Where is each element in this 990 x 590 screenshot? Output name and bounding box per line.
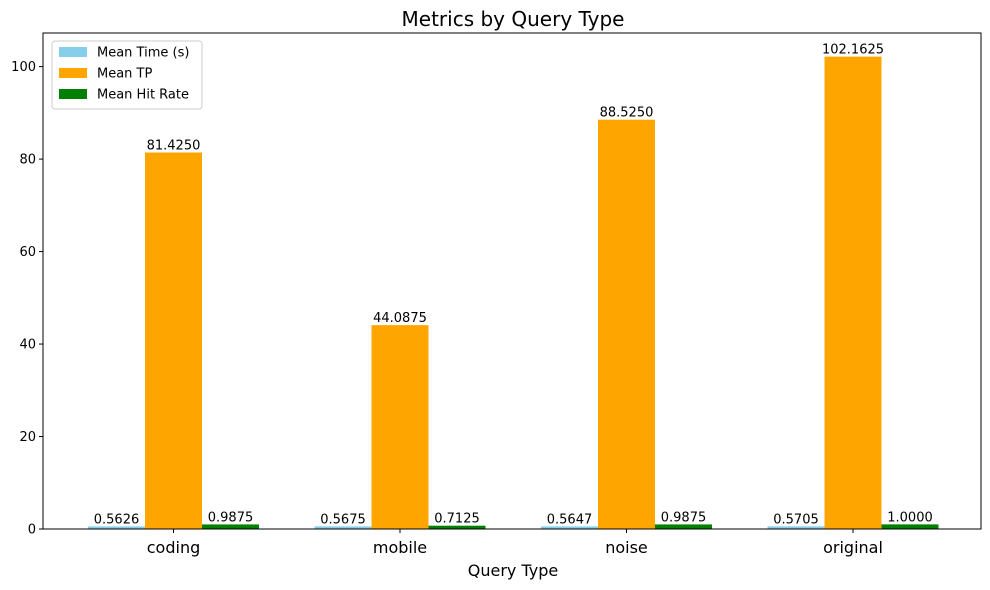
bar-mean-tp-noise — [598, 119, 655, 529]
legend-label-mean-time-s: Mean Time (s) — [97, 46, 189, 61]
bar-mean-time-s-original — [767, 526, 825, 529]
x-tick-label-coding: coding — [147, 538, 200, 557]
value-labels-layer: 0.5626 0.5675 0.5647 0.5705 81.4250 44.0875 88… — [94, 43, 933, 528]
data-label-mean-hit-rate-original: 1.0000 — [887, 510, 933, 525]
x-tick-label-mobile: mobile — [373, 538, 427, 557]
data-label-mean-hit-rate-noise: 0.9875 — [661, 510, 707, 525]
bar-mean-tp-original — [824, 56, 882, 529]
bar-mean-hit-rate-coding — [202, 524, 259, 529]
y-tick-label: 100 — [11, 60, 36, 75]
y-tick-label: 80 — [19, 153, 36, 168]
bar-mean-tp-coding — [145, 152, 202, 530]
legend-label-mean-tp: Mean TP — [97, 67, 152, 82]
y-tick-label: 0 — [28, 523, 36, 538]
plot-frame — [42, 32, 982, 530]
data-label-mean-tp-noise: 88.5250 — [600, 106, 654, 121]
data-label-mean-tp-mobile: 44.0875 — [373, 311, 427, 326]
data-label-mean-time-s-original: 0.5705 — [773, 512, 819, 527]
bar-mean-tp-mobile — [371, 325, 429, 529]
legend-label-mean-hit-rate: Mean Hit Rate — [97, 88, 189, 103]
data-label-mean-time-s-coding: 0.5626 — [94, 512, 140, 527]
bar-mean-hit-rate-mobile — [428, 525, 486, 529]
x-tick-label-original: original — [823, 538, 883, 557]
bar-mean-time-s-coding — [88, 526, 145, 529]
x-axis-label: Query Type — [468, 561, 558, 580]
data-label-mean-tp-original: 102.1625 — [822, 43, 884, 58]
bars-layer — [88, 56, 939, 530]
bar-mean-time-s-noise — [541, 526, 598, 529]
data-label-mean-hit-rate-mobile: 0.7125 — [434, 512, 480, 527]
x-axis: coding mobile noise original — [147, 529, 883, 557]
legend-swatch-mean-hit-rate — [59, 89, 87, 99]
legend-box — [51, 40, 203, 110]
data-label-mean-hit-rate-coding: 0.9875 — [208, 510, 254, 525]
bar-mean-hit-rate-noise — [655, 524, 712, 529]
legend-items: Mean Time (s) Mean TP Mean Hit Rate — [59, 46, 189, 103]
legend-swatch-mean-tp — [59, 68, 87, 78]
chart-title: Metrics by Query Type — [402, 7, 625, 31]
legend-swatch-mean-time-s — [59, 47, 87, 57]
data-label-mean-time-s-mobile: 0.5675 — [320, 512, 366, 527]
bar-mean-time-s-mobile — [314, 526, 372, 529]
y-tick-label: 20 — [19, 430, 36, 445]
y-tick-label: 40 — [19, 338, 36, 353]
y-tick-label: 60 — [19, 245, 36, 260]
data-label-mean-time-s-noise: 0.5647 — [547, 512, 593, 527]
data-label-mean-tp-coding: 81.4250 — [147, 139, 201, 154]
legend: Mean Time (s) Mean TP Mean Hit Rate — [51, 40, 203, 110]
x-tick-label-noise: noise — [605, 538, 648, 557]
bar-mean-hit-rate-original — [881, 524, 939, 529]
y-axis: 0 20 40 60 80 100 — [11, 60, 43, 538]
